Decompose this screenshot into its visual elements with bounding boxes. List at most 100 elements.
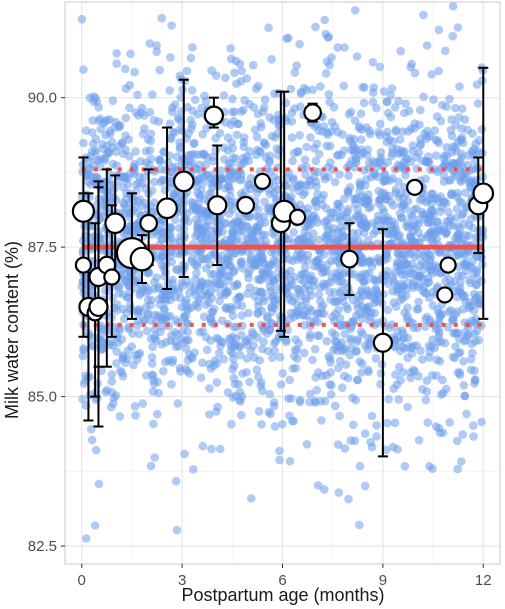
background-point bbox=[88, 116, 97, 125]
background-point bbox=[275, 455, 284, 465]
background-point bbox=[456, 177, 466, 186]
background-point bbox=[244, 273, 253, 283]
background-point bbox=[338, 270, 348, 279]
background-point bbox=[363, 235, 373, 245]
background-point bbox=[199, 149, 208, 159]
background-point bbox=[468, 164, 478, 174]
background-point bbox=[366, 308, 376, 317]
background-point bbox=[155, 155, 165, 165]
background-point bbox=[216, 166, 226, 175]
background-point bbox=[457, 135, 466, 145]
background-point bbox=[253, 333, 262, 342]
background-point bbox=[458, 430, 468, 439]
background-point bbox=[468, 256, 478, 266]
background-point bbox=[346, 107, 356, 117]
background-point bbox=[457, 457, 466, 466]
background-point bbox=[462, 409, 471, 419]
background-point bbox=[435, 248, 445, 257]
background-point bbox=[124, 135, 133, 144]
background-point bbox=[419, 92, 428, 102]
x-tick-label: 3 bbox=[178, 572, 186, 589]
background-point bbox=[375, 119, 385, 129]
background-point bbox=[322, 204, 331, 213]
background-point bbox=[215, 348, 224, 358]
background-point bbox=[208, 233, 218, 242]
background-points bbox=[77, 1, 488, 543]
background-point bbox=[216, 290, 225, 299]
background-point bbox=[470, 318, 479, 327]
background-point bbox=[192, 269, 201, 278]
background-point bbox=[134, 329, 144, 339]
background-point bbox=[255, 288, 265, 297]
background-point bbox=[423, 418, 433, 427]
background-point bbox=[133, 90, 142, 100]
background-point bbox=[464, 221, 474, 230]
background-point bbox=[438, 375, 447, 385]
background-point bbox=[219, 91, 229, 100]
background-point bbox=[357, 270, 367, 279]
background-point bbox=[153, 377, 162, 387]
background-point bbox=[175, 142, 185, 152]
background-point bbox=[299, 348, 309, 358]
background-point bbox=[276, 380, 286, 389]
background-point bbox=[270, 346, 279, 356]
background-point bbox=[431, 135, 440, 145]
background-point bbox=[235, 350, 245, 360]
background-point bbox=[93, 173, 102, 182]
background-point bbox=[348, 393, 357, 403]
background-point bbox=[274, 264, 284, 274]
background-point bbox=[335, 170, 344, 179]
background-point bbox=[188, 120, 197, 130]
background-point bbox=[154, 388, 163, 398]
background-point bbox=[392, 380, 402, 390]
background-point bbox=[158, 251, 167, 261]
background-point bbox=[397, 326, 407, 335]
background-point bbox=[172, 265, 181, 274]
background-point bbox=[224, 209, 234, 218]
background-point bbox=[115, 412, 125, 421]
background-point bbox=[156, 164, 165, 174]
background-point bbox=[288, 280, 297, 289]
background-point bbox=[361, 276, 371, 286]
background-point bbox=[146, 334, 156, 344]
background-point bbox=[260, 218, 270, 227]
background-point bbox=[198, 441, 208, 451]
background-point bbox=[147, 186, 157, 195]
background-point bbox=[421, 395, 431, 405]
background-point bbox=[147, 359, 157, 368]
background-point bbox=[413, 304, 423, 314]
study-point bbox=[103, 268, 121, 286]
background-point bbox=[386, 197, 396, 206]
background-point bbox=[374, 186, 384, 196]
background-point bbox=[303, 250, 313, 260]
background-point bbox=[386, 112, 396, 122]
background-point bbox=[448, 31, 458, 41]
background-point bbox=[256, 247, 265, 257]
background-point bbox=[253, 260, 263, 270]
background-point bbox=[265, 325, 275, 335]
background-point bbox=[326, 390, 336, 399]
background-point bbox=[363, 145, 373, 154]
background-point bbox=[406, 248, 415, 257]
background-point bbox=[200, 254, 209, 264]
background-point bbox=[108, 341, 118, 350]
background-point bbox=[226, 44, 235, 53]
study-point bbox=[288, 208, 307, 226]
background-point bbox=[325, 141, 335, 151]
background-point bbox=[209, 169, 219, 179]
background-point bbox=[416, 105, 425, 115]
background-point bbox=[360, 166, 369, 175]
background-point bbox=[91, 148, 100, 157]
background-point bbox=[159, 366, 168, 376]
background-point bbox=[267, 55, 276, 64]
background-point bbox=[247, 494, 256, 503]
background-point bbox=[333, 440, 343, 449]
background-point bbox=[196, 373, 206, 383]
background-point bbox=[230, 68, 239, 78]
background-point bbox=[237, 66, 246, 76]
study-point bbox=[406, 178, 424, 196]
background-point bbox=[123, 278, 132, 288]
background-point bbox=[415, 141, 425, 150]
background-point bbox=[333, 199, 342, 209]
background-point bbox=[379, 207, 389, 217]
